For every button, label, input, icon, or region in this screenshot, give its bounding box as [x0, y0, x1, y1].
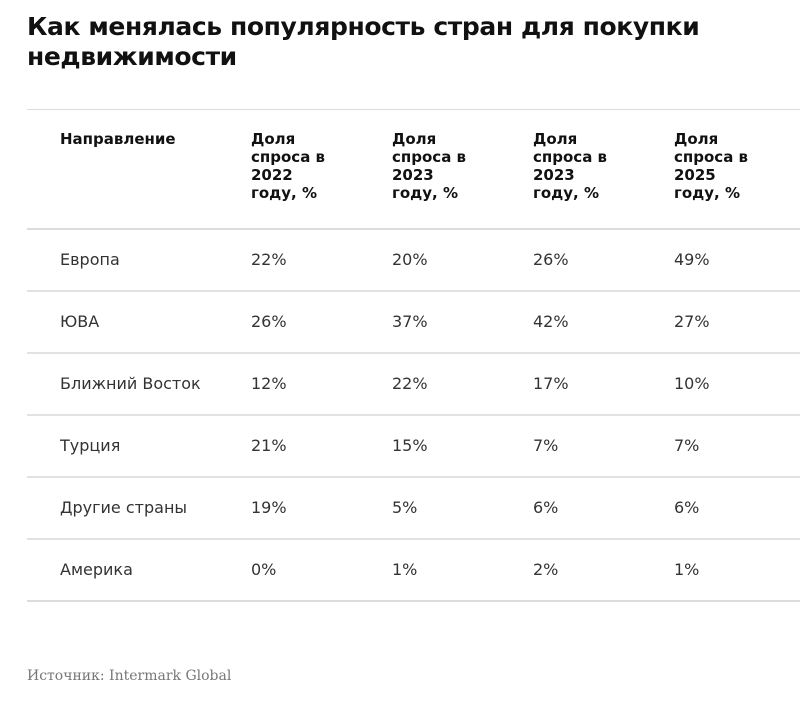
- table-cell: 6%: [533, 498, 559, 517]
- table-cell: 20%: [392, 250, 428, 269]
- table-cell: 10%: [674, 374, 710, 393]
- column-header-3: Доля спроса в 2023 году, %: [533, 110, 674, 229]
- table-row: Европа 22% 20% 26% 49%: [27, 229, 800, 291]
- table-cell: 2%: [533, 560, 559, 579]
- row-label: Турция: [60, 436, 121, 455]
- table-cell: 26%: [533, 250, 569, 269]
- source-note: Источник: Intermark Global: [27, 668, 232, 684]
- table-cell: 7%: [533, 436, 559, 455]
- table-cell: 17%: [533, 374, 569, 393]
- column-header-2: Доля спроса в 2023 году, %: [392, 110, 533, 229]
- table-row: ЮВА 26% 37% 42% 27%: [27, 291, 800, 353]
- table-cell: 0%: [251, 560, 277, 579]
- chart-title: Как менялась популярность стран для поку…: [27, 12, 700, 71]
- table-cell: 37%: [392, 312, 428, 331]
- table-row: Америка 0% 1% 2% 1%: [27, 539, 800, 601]
- table-row: Турция 21% 15% 7% 7%: [27, 415, 800, 477]
- table-cell: 6%: [674, 498, 700, 517]
- data-table-container: Направление Доля спроса в 2022 году, % Дол…: [27, 109, 800, 602]
- table-cell: 19%: [251, 498, 287, 517]
- table-row: Ближний Восток 12% 22% 17% 10%: [27, 353, 800, 415]
- table-cell: 12%: [251, 374, 287, 393]
- data-table: Направление Доля спроса в 2022 году, % Дол…: [27, 109, 800, 602]
- row-label: Америка: [60, 560, 133, 579]
- row-label: Ближний Восток: [60, 374, 201, 393]
- row-label: Другие страны: [60, 498, 188, 517]
- column-header-label: Доля спроса в 2023 году, %: [392, 130, 467, 202]
- column-header-label: Направление: [60, 130, 176, 148]
- table-cell: 27%: [674, 312, 710, 331]
- table-cell: 42%: [533, 312, 569, 331]
- column-header-0: Направление: [27, 110, 251, 229]
- table-cell: 15%: [392, 436, 428, 455]
- column-header-label: Доля спроса в 2023 году, %: [533, 130, 608, 202]
- table-cell: 22%: [392, 374, 428, 393]
- row-label: ЮВА: [60, 312, 100, 331]
- table-header-row: Направление Доля спроса в 2022 году, % Дол…: [27, 109, 800, 229]
- table-cell: 26%: [251, 312, 287, 331]
- row-label: Европа: [60, 250, 120, 269]
- column-header-label: Доля спроса в 2025 году, %: [674, 130, 749, 202]
- table-cell: 1%: [392, 560, 418, 579]
- table-cell: 21%: [251, 436, 287, 455]
- column-header-label: Доля спроса в 2022 году, %: [251, 130, 326, 202]
- column-header-1: Доля спроса в 2022 году, %: [251, 110, 392, 229]
- table-body: Европа 22% 20% 26% 49% ЮВА 26% 37% 42% 27% Ближний…: [27, 229, 800, 601]
- table-row: Другие страны 19% 5% 6% 6%: [27, 477, 800, 539]
- table-cell: 22%: [251, 250, 287, 269]
- table-cell: 5%: [392, 498, 418, 517]
- column-header-4: Доля спроса в 2025 году, %: [674, 110, 800, 229]
- table-cell: 7%: [674, 436, 700, 455]
- table-header: Направление Доля спроса в 2022 году, % Дол…: [27, 109, 800, 229]
- table-cell: 49%: [674, 250, 710, 269]
- table-cell: 1%: [674, 560, 700, 579]
